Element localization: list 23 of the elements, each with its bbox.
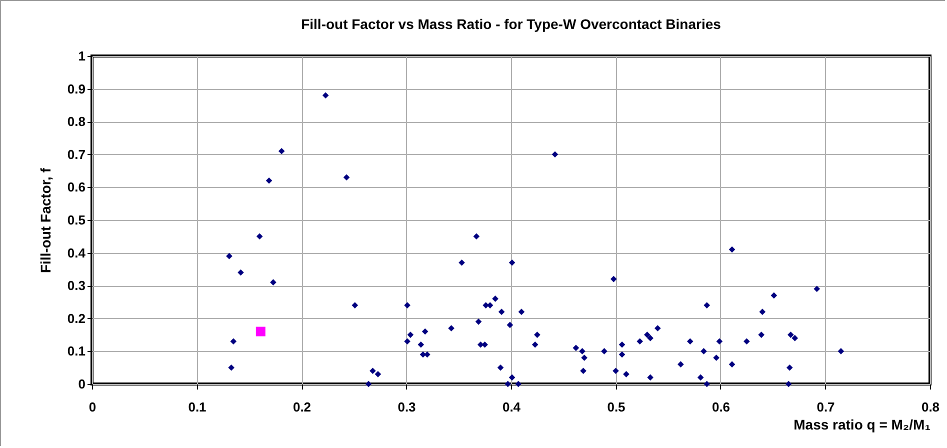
x-tick-label: 0.4 (502, 400, 522, 414)
y-tick-label: 0.1 (67, 344, 86, 359)
y-tick-label: 0.2 (67, 310, 86, 326)
x-tick-label: 0 (88, 400, 96, 414)
x-axis-title: Mass ratio q = M₂/M₁ (794, 416, 931, 432)
y-tick-label: 0.4 (67, 245, 86, 260)
y-axis-title: Fill-out Factor, f (37, 168, 54, 273)
y-tick-label: 0 (78, 376, 86, 392)
y-tick-label: 0.6 (67, 180, 86, 195)
y-tick-label: 1 (78, 48, 86, 64)
x-tick-label: 0.2 (292, 400, 312, 414)
y-tick-label: 0.3 (67, 278, 86, 294)
x-tick-label: 0.1 (188, 400, 206, 414)
x-tick-label: 0.8 (921, 400, 940, 414)
y-tick-label: 0.5 (67, 212, 86, 228)
x-tick-label: 0.3 (398, 400, 416, 414)
y-tick-label: 0.8 (67, 114, 86, 130)
chart-title: Fill-out Factor vs Mass Ratio - for Type-W Overcontact Binaries (301, 16, 722, 32)
x-tick-label: 0.7 (816, 400, 835, 414)
y-tick-label: 0.9 (67, 81, 86, 96)
y-tick-label: 0.7 (67, 146, 86, 162)
x-tick-label: 0.6 (712, 400, 730, 414)
x-tick-label: 0.5 (607, 400, 626, 414)
